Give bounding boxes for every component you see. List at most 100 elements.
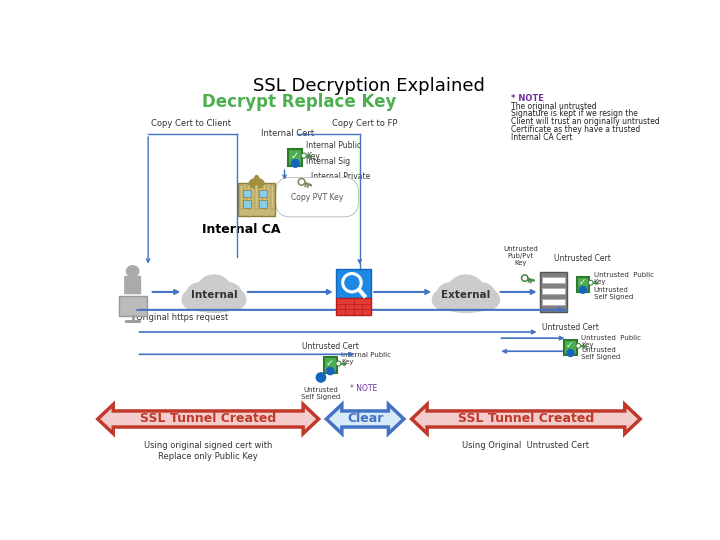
Text: Using Original  Untrusted Cert: Using Original Untrusted Cert [462,441,590,450]
Ellipse shape [197,275,232,309]
Circle shape [298,178,305,185]
Text: Internal Sig: Internal Sig [306,157,351,166]
Text: Untrusted
Self Signed: Untrusted Self Signed [581,347,621,360]
Circle shape [567,349,574,356]
Text: * NOTE: * NOTE [351,383,378,393]
Ellipse shape [127,266,139,276]
Text: Clear: Clear [347,413,383,426]
Circle shape [302,153,307,158]
FancyBboxPatch shape [539,272,567,312]
Text: * NOTE: * NOTE [510,94,544,103]
Circle shape [336,361,341,366]
Text: SSL Decryption Explained: SSL Decryption Explained [253,77,485,95]
Text: ✓: ✓ [291,151,299,161]
Circle shape [327,367,334,375]
Text: Internal Cert: Internal Cert [261,129,314,138]
FancyBboxPatch shape [542,299,565,305]
FancyBboxPatch shape [238,184,275,215]
FancyBboxPatch shape [542,288,565,294]
Text: Untrusted Cert: Untrusted Cert [542,323,599,332]
FancyBboxPatch shape [248,185,251,209]
FancyBboxPatch shape [124,276,141,294]
FancyBboxPatch shape [564,340,577,355]
Circle shape [302,154,305,157]
Text: Untrusted
Pub/Pvt
Key: Untrusted Pub/Pvt Key [503,246,539,266]
Ellipse shape [446,289,474,312]
Ellipse shape [254,176,259,184]
Ellipse shape [182,289,204,310]
Text: Client will trust an originally untrusted: Client will trust an originally untruste… [510,117,660,126]
Polygon shape [98,404,319,434]
Text: Signature is kept if we resign the: Signature is kept if we resign the [510,110,638,118]
Text: Copy Cert to Client: Copy Cert to Client [150,119,230,128]
Circle shape [292,159,300,167]
Circle shape [588,280,593,285]
FancyBboxPatch shape [240,185,243,209]
Text: Certificate as they have a trusted: Certificate as they have a trusted [510,125,640,134]
Circle shape [576,343,580,348]
FancyBboxPatch shape [119,296,147,316]
Ellipse shape [436,282,467,308]
Circle shape [342,273,362,293]
FancyBboxPatch shape [243,190,251,197]
Text: Internal Public
Key: Internal Public Key [341,353,391,366]
Text: The original untrusted: The original untrusted [510,102,596,111]
FancyBboxPatch shape [289,148,302,166]
Circle shape [521,275,528,281]
FancyBboxPatch shape [336,269,371,298]
Text: Internal: Internal [191,290,238,300]
FancyBboxPatch shape [259,200,266,208]
FancyBboxPatch shape [243,200,251,208]
Ellipse shape [223,289,246,310]
Ellipse shape [458,289,486,312]
Ellipse shape [447,275,485,309]
Circle shape [300,180,303,184]
Ellipse shape [476,289,500,310]
Circle shape [523,276,526,280]
Text: Untrusted  Public
Key: Untrusted Public Key [581,335,642,348]
Ellipse shape [195,289,221,312]
Ellipse shape [186,282,215,308]
FancyBboxPatch shape [542,278,565,284]
Ellipse shape [464,282,495,308]
Text: Untrusted Cert: Untrusted Cert [554,254,611,262]
Text: ✓: ✓ [566,341,573,350]
Text: ✓: ✓ [578,278,586,287]
Text: Internal Public
Key: Internal Public Key [306,141,361,161]
FancyBboxPatch shape [263,185,266,209]
Text: SSL Tunnel Created: SSL Tunnel Created [458,413,594,426]
Circle shape [577,345,580,347]
Text: Copy Cert to FP: Copy Cert to FP [333,119,398,128]
FancyBboxPatch shape [271,185,274,209]
Circle shape [580,286,586,293]
Text: Untrusted
Self Signed: Untrusted Self Signed [594,287,633,300]
Ellipse shape [187,294,240,312]
Text: Internal CA: Internal CA [202,222,280,235]
Text: Internal CA Cert: Internal CA Cert [510,132,572,141]
Ellipse shape [438,294,494,312]
Ellipse shape [433,289,456,310]
Text: Using original signed cert with
Replace only Public Key: Using original signed cert with Replace … [144,441,272,461]
Text: Untrusted  Public
Key: Untrusted Public Key [594,272,654,285]
Circle shape [345,276,359,289]
Text: ✓: ✓ [325,359,333,368]
Circle shape [316,373,325,382]
Polygon shape [326,404,404,434]
FancyBboxPatch shape [259,190,266,197]
Text: Decrypt Replace Key: Decrypt Replace Key [202,92,397,111]
Circle shape [337,362,340,365]
FancyBboxPatch shape [577,276,589,292]
Ellipse shape [212,282,242,308]
Text: Copy PVT Key: Copy PVT Key [291,193,343,201]
FancyBboxPatch shape [255,185,258,209]
Text: Original https request: Original https request [137,313,229,322]
FancyBboxPatch shape [336,298,371,315]
Ellipse shape [207,289,233,312]
Polygon shape [412,404,640,434]
Text: Internal Private
Key: Internal Private Key [311,172,370,192]
Ellipse shape [249,179,264,188]
Text: Untrusted
Self Signed: Untrusted Self Signed [302,387,341,400]
Text: SSL Tunnel Created: SSL Tunnel Created [140,413,276,426]
Text: External: External [441,290,490,300]
Text: Untrusted Cert: Untrusted Cert [302,342,359,351]
